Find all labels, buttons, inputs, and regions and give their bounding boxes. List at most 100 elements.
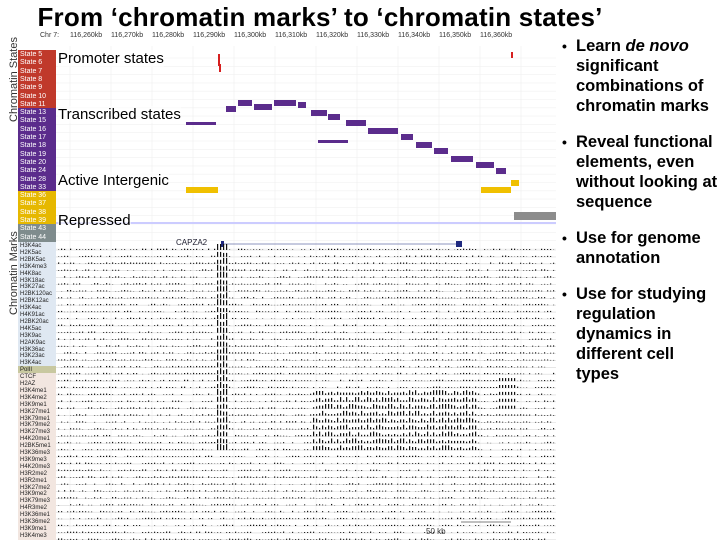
signal-peak (550, 421, 552, 423)
signal-peak (412, 359, 414, 361)
signal-peak (121, 249, 123, 250)
signal-peak (94, 380, 96, 382)
mark-label: H3K4me1 (18, 386, 56, 395)
signal-peak (487, 428, 489, 430)
signal-peak (397, 262, 399, 264)
signal-peak (544, 435, 546, 437)
signal-peak (79, 365, 81, 368)
signal-peak (61, 283, 63, 285)
signal-peak (361, 434, 363, 437)
signal-peak (268, 262, 270, 264)
signal-peak (166, 248, 168, 250)
signal-peak (124, 435, 126, 437)
signal-peak (424, 276, 426, 278)
signal-peak (274, 448, 276, 451)
signal-peak (226, 388, 228, 395)
signal-peak (211, 386, 213, 388)
signal-peak (475, 440, 477, 444)
signal-peak (304, 428, 306, 430)
signal-peak (136, 455, 138, 457)
signal-peak (532, 283, 534, 285)
signal-peak (421, 255, 423, 257)
signal-peak (319, 438, 321, 444)
signal-peak (436, 276, 438, 278)
signal-peak (334, 441, 336, 444)
signal-peak (220, 265, 222, 271)
signal-peak (511, 414, 513, 416)
signal-peak (520, 428, 522, 430)
signal-peak (262, 387, 264, 388)
signal-peak (304, 435, 306, 437)
signal-peak (379, 310, 381, 313)
signal-peak (547, 435, 549, 437)
signal-peak (349, 366, 351, 368)
slide-title: From ‘chromatin marks’ to ‘chromatin sta… (37, 2, 603, 32)
state-label: State 7 (18, 66, 56, 76)
signal-peak (244, 262, 246, 264)
signal-peak (148, 331, 150, 333)
signal-peak (169, 283, 171, 285)
signal-peak (334, 248, 336, 250)
signal-peak (274, 407, 276, 409)
signal-peak (490, 366, 492, 368)
signal-peak (487, 435, 489, 437)
signal-peak (118, 442, 120, 444)
signal-peak (139, 490, 141, 492)
signal-peak (475, 431, 477, 437)
signal-peak (274, 269, 276, 271)
signal-peak (271, 393, 273, 395)
signal-peak (172, 296, 174, 299)
signal-peak (67, 379, 69, 382)
signal-peak (91, 456, 93, 457)
signal-peak (148, 325, 150, 326)
signal-peak (487, 332, 489, 333)
signal-peak (379, 262, 381, 264)
signal-peak (241, 304, 243, 306)
signal-peak (178, 263, 180, 264)
signal-peak (334, 255, 336, 257)
signal-peak (349, 256, 351, 257)
signal-peak (376, 446, 378, 451)
signal-peak (394, 399, 396, 402)
signal-peak (451, 276, 453, 278)
signal-peak (190, 365, 192, 368)
signal-peak (289, 408, 291, 409)
signal-peak (121, 435, 123, 437)
signal-peak (529, 262, 531, 264)
signal-peak (457, 256, 459, 257)
signal-peak (292, 304, 294, 306)
signal-peak (148, 428, 150, 430)
signal-peak (211, 283, 213, 285)
signal-peak (67, 483, 69, 485)
signal-peak (469, 440, 471, 444)
signal-peak (229, 352, 231, 354)
signal-peak (265, 442, 267, 444)
signal-peak (208, 401, 210, 402)
signal-peak (241, 331, 243, 333)
signal-peak (220, 410, 222, 416)
signal-peak (250, 393, 252, 395)
signal-peak (511, 269, 513, 271)
signal-peak (139, 366, 141, 368)
signal-peak (226, 396, 228, 402)
signal-peak (202, 256, 204, 257)
signal-peak (130, 317, 132, 319)
signal-peak (454, 276, 456, 278)
signal-peak (370, 427, 372, 430)
signal-peak (112, 394, 114, 395)
signal-peak (415, 410, 417, 416)
signal-peak (220, 293, 222, 299)
signal-peak (103, 414, 105, 416)
signal-peak (205, 469, 207, 471)
signal-peak (373, 412, 375, 416)
signal-peak (118, 401, 120, 402)
signal-peak (421, 304, 423, 306)
signal-peak (436, 317, 438, 319)
signal-peak (355, 455, 357, 457)
signal-peak (373, 269, 375, 271)
signal-peak (253, 415, 255, 416)
signal-peak (517, 338, 519, 340)
signal-peak (334, 414, 336, 416)
signal-peak (403, 262, 405, 264)
state-label: State 20 (18, 157, 56, 167)
